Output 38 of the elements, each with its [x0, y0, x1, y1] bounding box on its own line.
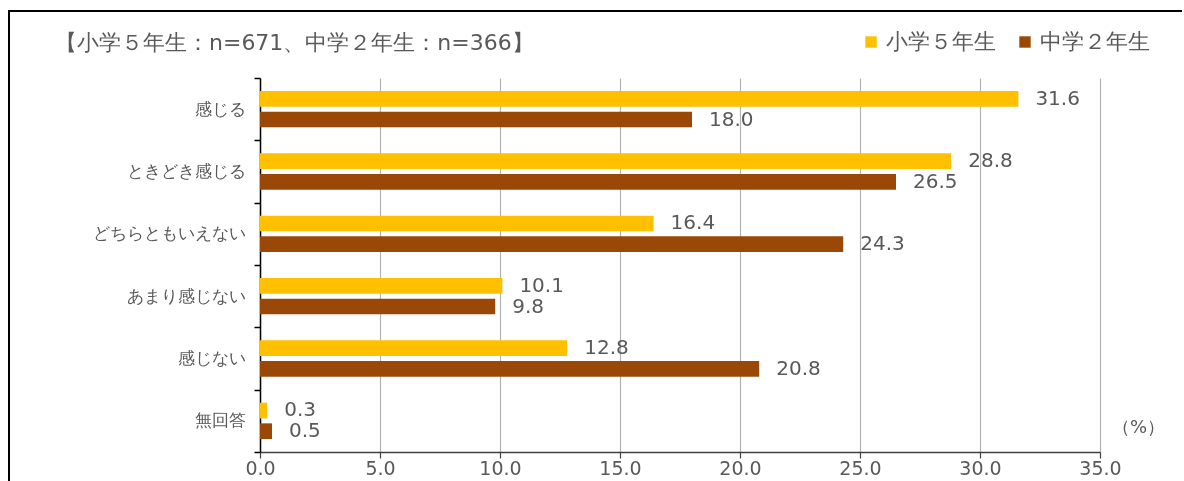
x-tick-label: 30.0 — [959, 456, 1002, 479]
y-tick-label: 無回答 — [194, 410, 246, 431]
bar — [260, 340, 568, 356]
bar — [260, 174, 896, 190]
data-label: 31.6 — [1035, 85, 1080, 110]
y-tick-label: 感じる — [194, 98, 246, 119]
x-tick-label: 35.0 — [1079, 456, 1122, 479]
legend-label: 小学５年生 — [886, 29, 996, 54]
bar — [260, 278, 503, 294]
bar — [260, 361, 760, 377]
bar — [260, 402, 268, 419]
data-label: 16.4 — [670, 210, 716, 235]
bar — [260, 215, 654, 232]
data-label: 12.8 — [584, 335, 629, 360]
bar — [260, 236, 844, 252]
legend-label: 中学２年生 — [1040, 29, 1150, 54]
x-tick-label: 15.0 — [599, 456, 642, 479]
y-tick-label: どちらともいえない — [92, 223, 246, 244]
chart-title: 【小学５年生：n=671、中学２年生：n=366】 — [55, 30, 534, 55]
data-label: 20.8 — [776, 355, 821, 380]
x-tick-label: 5.0 — [365, 456, 396, 479]
y-tick-label: 感じない — [177, 348, 246, 368]
x-tick-label: 25.0 — [839, 456, 882, 479]
bar — [260, 91, 1019, 107]
bar — [260, 298, 496, 315]
x-tick-label: 20.0 — [719, 456, 762, 479]
data-label: 26.5 — [913, 168, 958, 193]
x-axis-title: （%） — [1111, 415, 1166, 437]
x-tick-label: 0.0 — [245, 456, 276, 479]
data-label: 28.8 — [968, 148, 1013, 173]
y-tick-label: あまり感じない — [126, 285, 246, 306]
bar — [260, 111, 692, 128]
y-tick-label: ときどき感じる — [126, 161, 246, 181]
bar — [260, 423, 272, 439]
data-label: 18.0 — [709, 106, 754, 131]
data-label: 24.3 — [860, 231, 905, 256]
bar — [260, 153, 952, 169]
x-tick-label: 10.0 — [479, 456, 522, 479]
